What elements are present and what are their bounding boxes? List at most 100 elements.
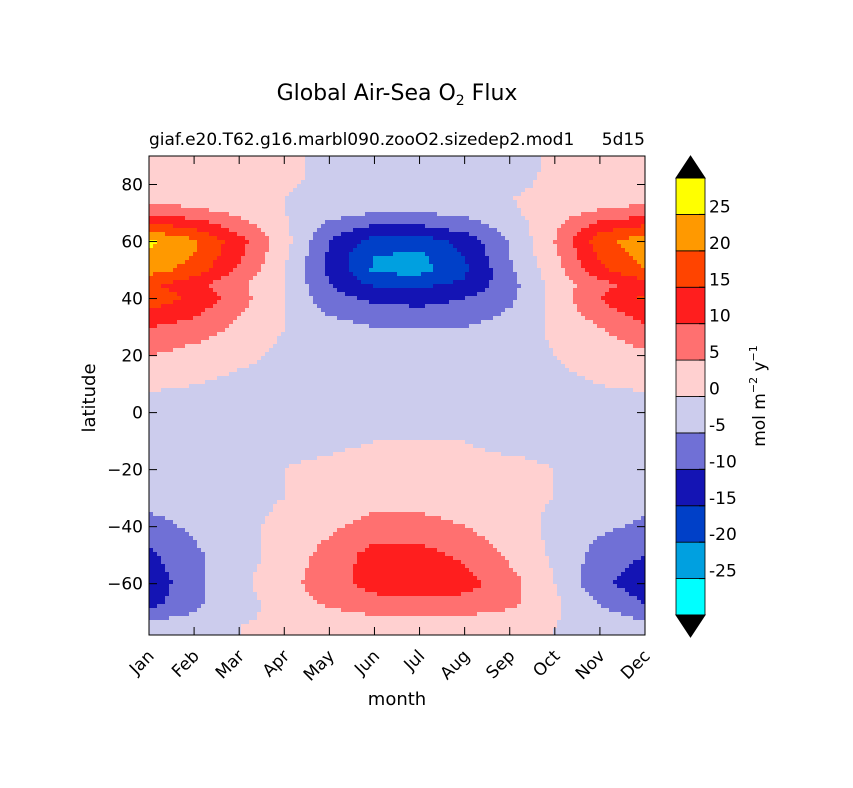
contour-cell — [173, 224, 222, 229]
contour-cell — [209, 208, 286, 213]
contour-cell — [149, 344, 186, 349]
contour-cell — [541, 536, 598, 541]
contour-cell — [449, 240, 482, 245]
contour-cell — [561, 224, 590, 229]
contour-cell — [421, 272, 466, 277]
contour-cell — [357, 296, 466, 301]
contour-cell — [205, 572, 254, 577]
contour-cell — [149, 544, 198, 549]
contour-cell — [601, 604, 645, 609]
contour-cell — [581, 576, 618, 581]
x-tick-label: Aug — [437, 646, 475, 684]
colorbar-tick-label: 10 — [709, 307, 731, 327]
contour-cell — [197, 248, 222, 253]
contour-cell — [217, 332, 282, 337]
contour-cell — [205, 576, 254, 581]
contour-cell — [333, 532, 478, 537]
contour-cell — [325, 260, 350, 265]
contour-cell — [581, 564, 630, 569]
contour-cell — [149, 444, 362, 449]
contour-cell — [149, 400, 645, 405]
contour-cell — [353, 272, 398, 277]
contour-cell — [549, 344, 634, 349]
contour-cell — [369, 324, 470, 329]
contour-cell — [317, 600, 522, 605]
contour-cell — [149, 480, 286, 485]
contour-cell — [489, 284, 522, 289]
contour-cell — [589, 224, 642, 229]
contour-cell — [577, 252, 598, 257]
contour-cell — [525, 456, 645, 461]
contour-cell — [325, 268, 350, 273]
contour-cell — [373, 264, 434, 269]
contour-cell — [345, 292, 478, 297]
contour-cell — [169, 588, 206, 593]
contour-cell — [529, 220, 566, 225]
contour-cell — [277, 340, 550, 345]
contour-cell — [149, 484, 286, 489]
contour-cell — [533, 236, 558, 241]
colorbar-band — [675, 177, 706, 215]
contour-cell — [609, 280, 645, 285]
contour-cell — [253, 588, 306, 593]
contour-cell — [209, 232, 238, 237]
contour-cell — [517, 276, 542, 281]
contour-cell — [149, 300, 174, 305]
contour-cell — [221, 276, 254, 281]
contour-cell — [149, 448, 346, 453]
contour-cell — [465, 440, 645, 445]
contour-cell — [341, 608, 506, 613]
contour-cell — [149, 396, 645, 401]
contour-cell — [149, 224, 174, 229]
contour-cell — [557, 592, 590, 597]
contour-cell — [537, 256, 562, 261]
contour-cell — [149, 408, 645, 413]
contour-cell — [457, 248, 486, 253]
contour-cell — [233, 268, 262, 273]
contour-cell — [149, 528, 186, 533]
contour-cell — [285, 328, 546, 333]
contour-cell — [149, 428, 645, 433]
contour-cell — [205, 584, 254, 589]
y-tick-label: 20 — [121, 347, 143, 367]
contour-cell — [561, 616, 634, 621]
contour-cell — [369, 512, 426, 517]
contour-cell — [201, 548, 262, 553]
contour-cell — [521, 284, 546, 289]
contour-cell — [149, 368, 238, 373]
contour-cell — [205, 588, 254, 593]
contour-cell — [369, 268, 434, 273]
contour-cell — [289, 216, 342, 221]
contour-cell — [485, 244, 510, 249]
contour-cell — [581, 264, 606, 269]
contour-cell — [249, 280, 286, 285]
contour-cell — [277, 500, 550, 505]
contour-cell — [545, 312, 582, 317]
contour-cell — [581, 568, 626, 573]
contour-cell — [541, 168, 645, 173]
chart-subtitle-right: 5d15 — [602, 130, 645, 150]
contour-cell — [149, 296, 182, 301]
contour-cell — [393, 252, 426, 257]
contour-cell — [285, 272, 306, 277]
contour-cell — [573, 288, 610, 293]
contour-cell — [161, 284, 210, 289]
contour-cell — [513, 264, 538, 269]
contour-cell — [637, 596, 645, 601]
contour-cell — [465, 276, 494, 281]
contour-cell — [269, 240, 294, 245]
contour-cell — [261, 540, 322, 545]
contour-cell — [561, 600, 598, 605]
contour-cell — [257, 564, 310, 569]
contour-cell — [149, 624, 242, 629]
contour-cell — [473, 588, 522, 593]
contour-cell — [149, 168, 306, 173]
contour-cell — [621, 612, 645, 617]
contour-cell — [149, 352, 158, 357]
contour-cell — [173, 300, 218, 305]
contour-cell — [285, 492, 554, 497]
contour-cell — [149, 252, 194, 257]
contour-cell — [209, 268, 234, 273]
contour-cell — [485, 536, 542, 541]
contour-cell — [305, 168, 542, 173]
